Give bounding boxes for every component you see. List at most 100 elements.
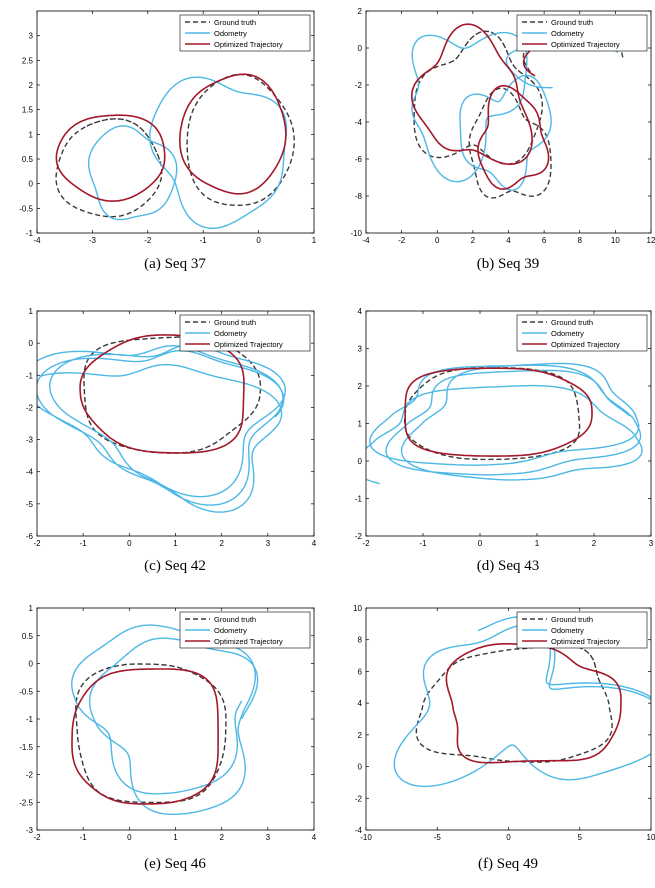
y-tick-label: 10 xyxy=(353,604,362,613)
series-line-ground-truth xyxy=(55,118,163,218)
x-tick-label: 6 xyxy=(542,236,547,245)
y-tick-label: 0 xyxy=(358,44,363,53)
y-tick-label: 0 xyxy=(29,339,34,348)
x-tick-label: 0 xyxy=(506,833,511,842)
x-tick-label: 2 xyxy=(592,539,597,548)
x-tick-label: 10 xyxy=(611,236,620,245)
series-line-optimized-trajectory xyxy=(79,334,245,454)
y-tick-label: 1 xyxy=(29,604,34,613)
legend: Ground truth Odometry Optimized Trajectory xyxy=(179,611,311,649)
x-tick-label: 2 xyxy=(219,833,224,842)
legend-label: Ground truth xyxy=(551,318,593,327)
y-tick-label: -10 xyxy=(350,229,362,238)
legend-label: Optimized Trajectory xyxy=(551,637,620,646)
legend-label: Odometry xyxy=(214,329,247,338)
x-tick-label: 12 xyxy=(647,236,655,245)
series-line-odometry xyxy=(88,125,178,221)
legend-label: Optimized Trajectory xyxy=(214,40,283,49)
subfigure-caption: (e) Seq 46 xyxy=(144,856,206,872)
x-tick-label: -3 xyxy=(89,236,97,245)
series-line-optimized-trajectory xyxy=(404,367,593,457)
y-tick-label: -1 xyxy=(355,495,363,504)
legend-label: Optimized Trajectory xyxy=(214,637,283,646)
x-tick-label: 1 xyxy=(535,539,540,548)
series-line-ground-truth xyxy=(415,644,613,763)
x-tick-label: -1 xyxy=(80,833,88,842)
y-tick-label: 2.5 xyxy=(22,56,34,65)
y-tick-label: -2 xyxy=(26,403,34,412)
legend-label: Odometry xyxy=(214,626,247,635)
legend-label: Odometry xyxy=(551,626,584,635)
y-tick-label: -2 xyxy=(355,794,363,803)
y-tick-label: 0 xyxy=(358,457,363,466)
y-tick-label: 0 xyxy=(29,660,34,669)
x-tick-label: 10 xyxy=(647,833,655,842)
y-tick-label: -3 xyxy=(26,436,34,445)
subfigure-caption: (d) Seq 43 xyxy=(476,558,540,574)
y-tick-label: 2 xyxy=(358,7,363,16)
x-tick-label: 0 xyxy=(127,833,132,842)
x-tick-label: 4 xyxy=(506,236,511,245)
y-tick-label: -6 xyxy=(355,155,363,164)
x-tick-label: -1 xyxy=(419,539,427,548)
y-tick-label: 0.5 xyxy=(22,632,34,641)
y-tick-label: 0 xyxy=(358,763,363,772)
x-tick-label: 1 xyxy=(173,833,178,842)
y-tick-label: -2 xyxy=(355,532,363,541)
x-tick-label: -1 xyxy=(80,539,88,548)
y-tick-label: -2 xyxy=(355,81,363,90)
y-tick-label: -6 xyxy=(26,532,34,541)
x-tick-label: 4 xyxy=(312,539,317,548)
series-line-optimized-trajectory xyxy=(71,668,219,805)
x-tick-label: 5 xyxy=(578,833,583,842)
legend-label: Optimized Trajectory xyxy=(551,340,620,349)
legend-label: Ground truth xyxy=(551,18,593,27)
x-tick-label: -10 xyxy=(360,833,372,842)
legend-label: Ground truth xyxy=(214,18,256,27)
legend: Ground truth Odometry Optimized Trajectory xyxy=(179,14,311,52)
y-tick-label: -1 xyxy=(26,371,34,380)
y-tick-label: 3 xyxy=(358,345,363,354)
x-tick-label: -5 xyxy=(434,833,442,842)
y-tick-label: -1 xyxy=(26,229,34,238)
y-tick-label: 8 xyxy=(358,636,363,645)
axes-box xyxy=(36,10,315,234)
x-tick-label: 0 xyxy=(256,236,261,245)
series-line-optimized-trajectory xyxy=(55,114,166,202)
subfigure-caption: (f) Seq 49 xyxy=(478,856,538,872)
series-line-optimized-trajectory xyxy=(445,643,622,764)
x-tick-label: -4 xyxy=(362,236,370,245)
y-tick-label: 6 xyxy=(358,667,363,676)
x-tick-label: 3 xyxy=(266,539,271,548)
y-tick-label: -1.5 xyxy=(19,743,33,752)
series-line-odometry xyxy=(71,624,259,815)
legend: Ground truth Odometry Optimized Trajectory xyxy=(516,14,648,52)
x-tick-label: 3 xyxy=(266,833,271,842)
series-line-odometry xyxy=(459,74,552,191)
y-tick-label: -4 xyxy=(355,826,363,835)
y-tick-label: 1 xyxy=(29,130,34,139)
subfigure-caption: (c) Seq 42 xyxy=(144,558,206,574)
y-tick-label: 1.5 xyxy=(22,106,34,115)
y-tick-label: -1 xyxy=(26,715,34,724)
y-tick-label: -3 xyxy=(26,826,34,835)
legend-label: Odometry xyxy=(551,29,584,38)
legend: Ground truth Odometry Optimized Trajectory xyxy=(179,314,311,352)
series-line-optimized-trajectory xyxy=(477,84,550,190)
series-line-ground-truth xyxy=(413,30,543,165)
y-tick-label: -0.5 xyxy=(19,204,33,213)
series-line-ground-truth xyxy=(186,73,295,206)
series-line-ground-truth xyxy=(75,663,227,804)
y-tick-label: 0.5 xyxy=(22,155,34,164)
series-line-optimized-trajectory xyxy=(179,73,287,195)
x-tick-label: -2 xyxy=(33,539,41,548)
y-tick-label: 3 xyxy=(29,32,34,41)
series-line-odometry xyxy=(366,362,643,485)
y-tick-label: -8 xyxy=(355,192,363,201)
legend: Ground truth Odometry Optimized Trajectory xyxy=(516,611,648,649)
y-tick-label: -4 xyxy=(355,118,363,127)
